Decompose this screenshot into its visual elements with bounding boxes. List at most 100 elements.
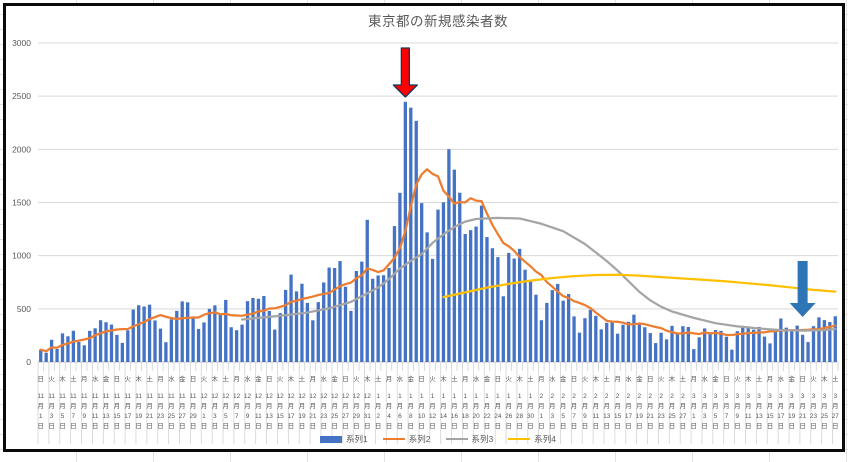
bar[interactable] bbox=[588, 309, 593, 362]
bar[interactable] bbox=[60, 333, 65, 362]
bar[interactable] bbox=[267, 310, 271, 362]
bar[interactable] bbox=[479, 205, 484, 362]
bar[interactable] bbox=[332, 268, 337, 362]
bar[interactable] bbox=[610, 322, 614, 362]
bar[interactable] bbox=[218, 314, 222, 362]
bar[interactable] bbox=[751, 329, 756, 362]
chart-title[interactable]: 東京都の新規感染者数 bbox=[368, 14, 508, 29]
bar[interactable] bbox=[517, 248, 522, 362]
bar[interactable] bbox=[93, 328, 97, 362]
bar[interactable] bbox=[164, 342, 168, 362]
bar[interactable] bbox=[278, 313, 282, 362]
bar[interactable] bbox=[262, 295, 266, 362]
bar[interactable] bbox=[692, 349, 696, 362]
bar[interactable] bbox=[496, 257, 500, 362]
bar[interactable] bbox=[512, 258, 516, 362]
bar[interactable] bbox=[207, 308, 212, 362]
bar[interactable] bbox=[420, 203, 424, 362]
bar[interactable] bbox=[115, 334, 119, 362]
bar[interactable] bbox=[643, 327, 647, 362]
bar[interactable] bbox=[354, 270, 359, 362]
bar[interactable] bbox=[294, 291, 299, 362]
bar[interactable] bbox=[126, 330, 130, 362]
bar[interactable] bbox=[664, 339, 669, 362]
bar[interactable] bbox=[686, 327, 690, 362]
bar[interactable] bbox=[757, 326, 761, 362]
line-series-4[interactable] bbox=[442, 273, 837, 299]
legend-item-series3[interactable]: 系列3 bbox=[445, 433, 493, 445]
bar[interactable] bbox=[300, 283, 304, 362]
bar[interactable] bbox=[316, 302, 320, 362]
bar[interactable] bbox=[741, 325, 745, 362]
bar[interactable] bbox=[49, 339, 54, 362]
bar[interactable] bbox=[387, 268, 391, 362]
bar[interactable] bbox=[556, 283, 560, 362]
bar[interactable] bbox=[583, 318, 587, 362]
bar[interactable] bbox=[398, 192, 402, 362]
bar[interactable] bbox=[196, 328, 201, 362]
bar[interactable] bbox=[66, 336, 70, 362]
bar[interactable] bbox=[55, 349, 59, 362]
bar[interactable] bbox=[811, 326, 816, 362]
bar[interactable] bbox=[795, 325, 799, 362]
bar[interactable] bbox=[44, 352, 48, 362]
bar[interactable] bbox=[605, 322, 609, 362]
bar[interactable] bbox=[245, 301, 250, 362]
bar[interactable] bbox=[561, 300, 565, 362]
bar[interactable] bbox=[251, 297, 255, 362]
bar[interactable] bbox=[746, 326, 750, 362]
bar[interactable] bbox=[224, 299, 228, 362]
bar[interactable] bbox=[142, 306, 146, 362]
bar[interactable] bbox=[180, 301, 184, 362]
bar[interactable] bbox=[186, 302, 190, 362]
bar[interactable] bbox=[289, 274, 293, 362]
bar[interactable] bbox=[463, 233, 467, 362]
legend-item-series2[interactable]: 系列2 bbox=[382, 433, 431, 445]
bar[interactable] bbox=[501, 296, 505, 362]
bar[interactable] bbox=[637, 324, 642, 362]
bar[interactable] bbox=[131, 309, 135, 362]
bar[interactable] bbox=[490, 248, 495, 362]
line-series-2[interactable] bbox=[39, 168, 837, 353]
bar[interactable] bbox=[273, 329, 277, 362]
bar[interactable] bbox=[175, 310, 179, 362]
bar[interactable] bbox=[109, 324, 114, 362]
chart-legend[interactable]: 系列1 系列2 系列3 系列4 bbox=[38, 431, 838, 447]
bar[interactable] bbox=[447, 149, 451, 362]
bar[interactable] bbox=[528, 280, 533, 362]
bar[interactable] bbox=[240, 324, 244, 362]
chart-frame[interactable] bbox=[3, 3, 845, 452]
bar[interactable] bbox=[566, 294, 571, 362]
bar[interactable] bbox=[169, 319, 173, 362]
bar[interactable] bbox=[305, 302, 310, 362]
bar[interactable] bbox=[833, 316, 837, 362]
bar[interactable] bbox=[550, 290, 554, 362]
bar[interactable] bbox=[234, 330, 239, 362]
bar[interactable] bbox=[147, 304, 152, 362]
bar[interactable] bbox=[713, 329, 718, 362]
bar[interactable] bbox=[659, 332, 663, 362]
bar[interactable] bbox=[735, 331, 739, 362]
bar[interactable] bbox=[283, 289, 288, 362]
bar[interactable] bbox=[800, 334, 805, 362]
bar[interactable] bbox=[790, 329, 794, 362]
line-series-3[interactable] bbox=[240, 216, 837, 332]
bar[interactable] bbox=[338, 261, 342, 362]
bar[interactable] bbox=[376, 275, 380, 362]
bar[interactable] bbox=[381, 275, 386, 362]
bar[interactable] bbox=[615, 333, 620, 362]
bar[interactable] bbox=[681, 326, 685, 362]
bar[interactable] bbox=[474, 226, 478, 362]
bar[interactable] bbox=[768, 343, 772, 362]
bar[interactable] bbox=[817, 317, 821, 362]
bar[interactable] bbox=[430, 258, 435, 362]
bar[interactable] bbox=[98, 320, 103, 362]
bar[interactable] bbox=[322, 282, 326, 362]
red-arrow[interactable] bbox=[392, 47, 418, 98]
bar[interactable] bbox=[621, 324, 625, 362]
bar[interactable] bbox=[392, 226, 397, 362]
bar[interactable] bbox=[371, 278, 375, 362]
bar[interactable] bbox=[327, 267, 331, 362]
bar[interactable] bbox=[191, 317, 195, 362]
bar[interactable] bbox=[343, 286, 348, 362]
